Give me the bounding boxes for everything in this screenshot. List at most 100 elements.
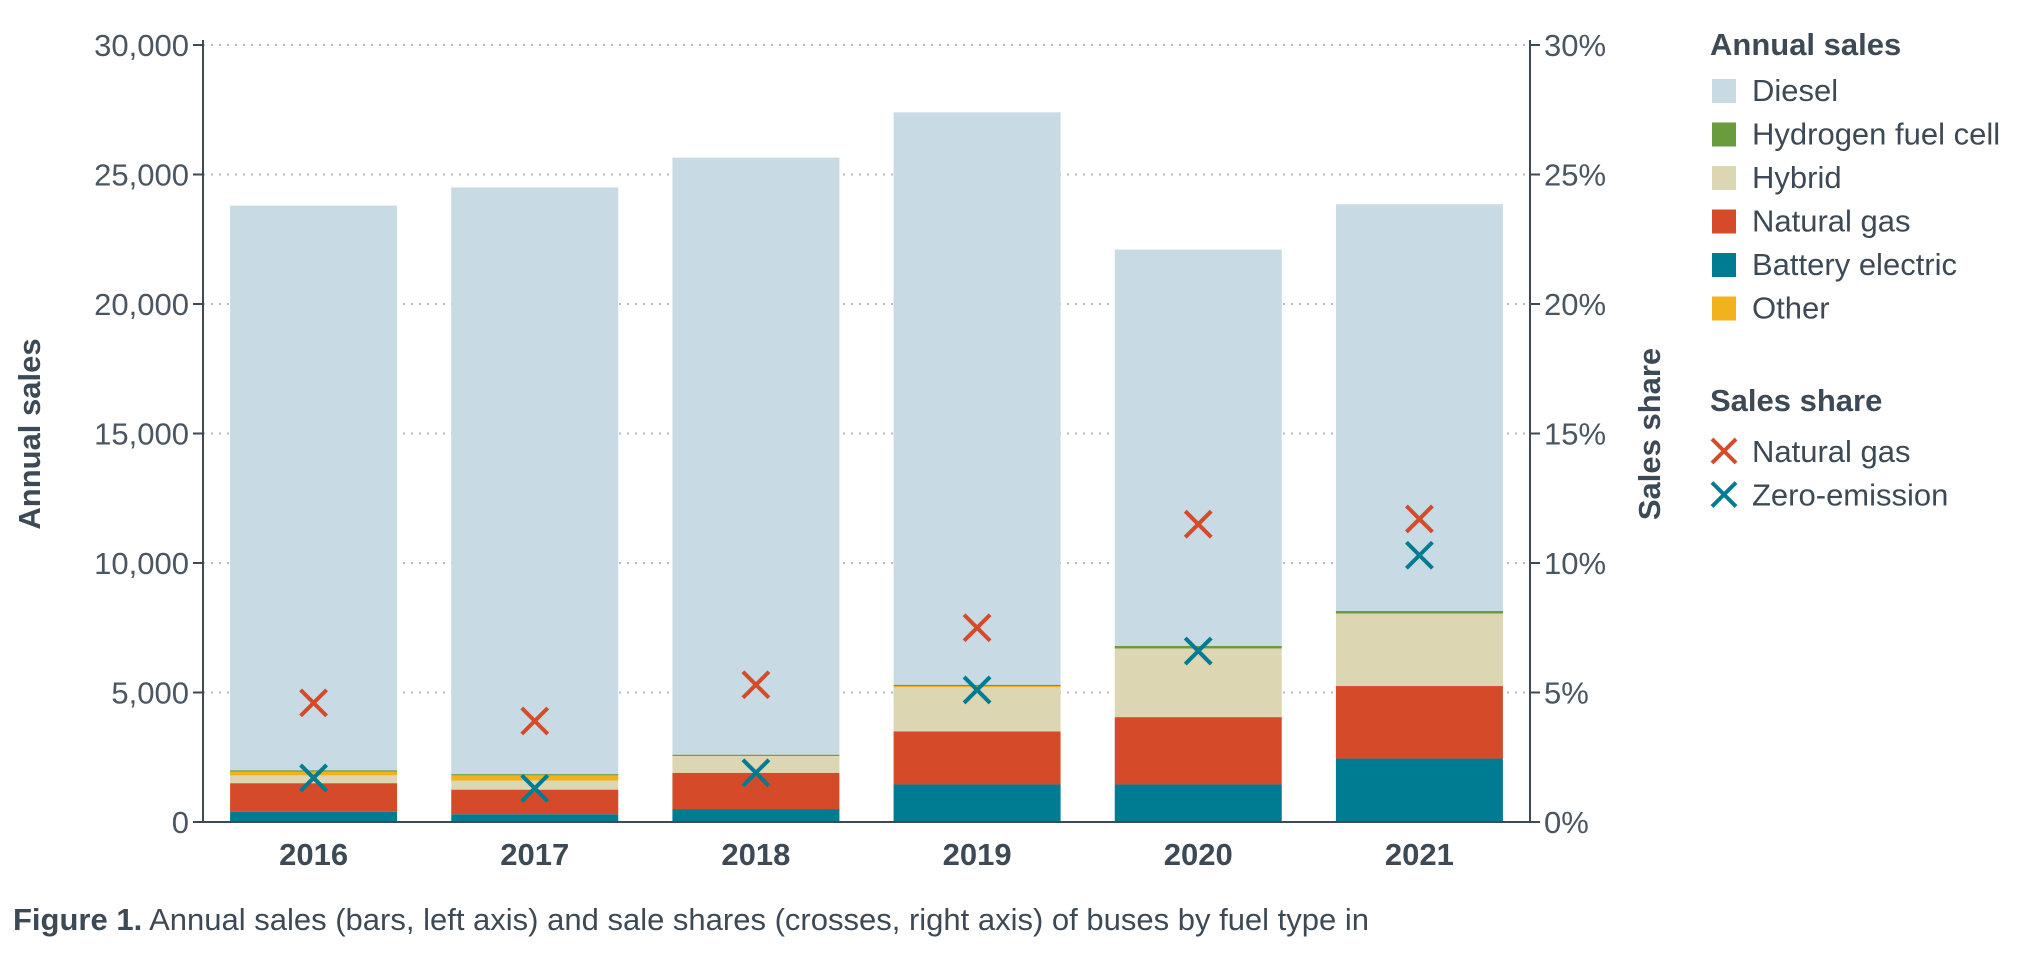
legend-label: Zero-emission xyxy=(1752,478,1948,513)
y-tick-label: 15,000 xyxy=(94,417,189,452)
share-marker-natural-gas xyxy=(299,688,328,718)
legend-swatch xyxy=(1712,122,1736,147)
bar-segment-diesel xyxy=(230,205,398,771)
bar-segment-natural-gas xyxy=(451,789,619,815)
cross-stroke xyxy=(1405,504,1434,534)
bar-segment-natural-gas xyxy=(230,783,398,812)
y-tick-label: 25,000 xyxy=(94,158,189,193)
legend-label: Diesel xyxy=(1752,73,1838,108)
gridlines xyxy=(203,44,1530,694)
y-tick-label: 30,000 xyxy=(94,28,189,63)
y2-tick-label: 30% xyxy=(1544,28,1606,63)
cross-stroke xyxy=(299,763,328,793)
bar-segment-natural-gas xyxy=(1335,686,1503,759)
bar-segment-hydrogen-fuel-cell xyxy=(672,754,840,756)
x-tick-label: 2016 xyxy=(279,837,348,872)
bar-segment-diesel xyxy=(672,157,840,755)
cross-stroke xyxy=(520,706,550,736)
bar-segment-hydrogen-fuel-cell xyxy=(1335,610,1503,614)
share-marker-zero-emission xyxy=(299,763,328,793)
y-axis-title: Annual sales xyxy=(12,338,47,529)
legend-swatch xyxy=(1712,209,1736,234)
bar-segment-battery-electric xyxy=(1335,758,1503,822)
bar-segment-diesel xyxy=(1114,249,1282,646)
x-tick-label: 2017 xyxy=(500,837,569,872)
share-marker-zero-emission xyxy=(520,773,550,803)
cross-stroke xyxy=(1405,540,1434,570)
share-marker-zero-emission xyxy=(741,758,771,788)
legend-label: Battery electric xyxy=(1752,247,1957,282)
legend-swatch xyxy=(1712,296,1736,321)
bar-segment-hybrid xyxy=(1335,613,1503,687)
legend-label: Natural gas xyxy=(1752,434,1911,469)
legend-title-share: Sales share xyxy=(1710,383,1882,418)
bar-segment-diesel xyxy=(451,187,619,775)
y2-tick-label: 10% xyxy=(1544,546,1606,581)
share-marker-zero-emission xyxy=(1405,540,1434,570)
legend-swatch xyxy=(1712,253,1736,277)
x-tick-label: 2018 xyxy=(721,837,790,872)
y2-tick-label: 15% xyxy=(1544,417,1606,452)
bar-segment-hybrid xyxy=(672,755,840,773)
bar-segment-diesel xyxy=(893,112,1061,685)
bar-segment-battery-electric xyxy=(672,809,840,822)
bar-segment-hybrid xyxy=(1114,648,1282,718)
bar-segment-hybrid xyxy=(451,780,619,790)
legend-swatch xyxy=(1712,79,1736,103)
legend-label: Other xyxy=(1752,291,1830,326)
cross-stroke xyxy=(1710,437,1738,465)
share-marker-zero-emission xyxy=(962,675,992,705)
y2-tick-label: 5% xyxy=(1544,676,1589,711)
bar-segment-hydrogen-fuel-cell xyxy=(893,684,1061,687)
bar-segment-battery-electric xyxy=(1114,784,1282,822)
cross-stroke xyxy=(1183,509,1213,539)
bar-segment-hydrogen-fuel-cell xyxy=(451,774,619,776)
cross-stroke xyxy=(520,773,550,803)
cross-stroke xyxy=(299,688,328,718)
bar-segment-natural-gas xyxy=(1114,717,1282,785)
bar-segment-natural-gas xyxy=(893,731,1061,785)
axes: 0 5,000 10,000 15,000 20,000 25,000 30,000 0% 5%… xyxy=(12,28,1667,872)
share-marker-natural-gas xyxy=(1405,504,1434,534)
x-tick-label: 2020 xyxy=(1164,837,1233,872)
figure-caption: Figure 1. Annual sales (bars, left axis)… xyxy=(13,902,1369,938)
legend-label: Hydrogen fuel cell xyxy=(1752,117,2000,152)
share-marker-natural-gas xyxy=(741,670,771,700)
y2-tick-label: 25% xyxy=(1544,158,1606,193)
bar-segment-hydrogen-fuel-cell xyxy=(230,770,398,772)
legend-cross xyxy=(1710,481,1738,508)
bar-segment-other xyxy=(893,686,1061,688)
bar-segment-battery-electric xyxy=(451,814,619,822)
caption-text: Annual sales (bars, left axis) and sale … xyxy=(149,902,1370,937)
y-tick-label: 5,000 xyxy=(111,676,189,711)
bar-segment-other xyxy=(230,771,398,776)
share-marker-natural-gas xyxy=(962,613,992,643)
cross-stroke xyxy=(1183,636,1213,666)
bar-segment-other xyxy=(451,775,619,781)
cross-stroke xyxy=(962,613,992,643)
bar-segment-battery-electric xyxy=(893,784,1061,822)
y-tick-label: 10,000 xyxy=(94,546,189,581)
legend-cross xyxy=(1710,437,1738,465)
legend: Annual sales Diesel Hydrogen fuel cell Hybr… xyxy=(1710,27,2000,513)
bar-segment-hydrogen-fuel-cell xyxy=(1114,645,1282,649)
legend-title-sales: Annual sales xyxy=(1710,27,1901,62)
cross-stroke xyxy=(1710,481,1738,508)
y2-tick-label: 0% xyxy=(1544,805,1589,840)
y2-axis-title: Sales share xyxy=(1632,348,1667,520)
share-marker-natural-gas xyxy=(1183,509,1213,539)
bar-segment-battery-electric xyxy=(230,811,398,822)
legend-label: Hybrid xyxy=(1752,160,1842,195)
bar-segment-hybrid xyxy=(893,687,1061,732)
caption-label: Figure 1. xyxy=(13,902,143,937)
y-tick-label: 20,000 xyxy=(94,287,189,322)
legend-label: Natural gas xyxy=(1752,204,1911,239)
cross-stroke xyxy=(741,670,771,700)
cross-stroke xyxy=(962,675,992,705)
bars xyxy=(230,112,1503,822)
x-tick-label: 2019 xyxy=(943,837,1012,872)
y2-tick-label: 20% xyxy=(1544,287,1606,322)
y-tick-label: 0 xyxy=(172,805,189,840)
